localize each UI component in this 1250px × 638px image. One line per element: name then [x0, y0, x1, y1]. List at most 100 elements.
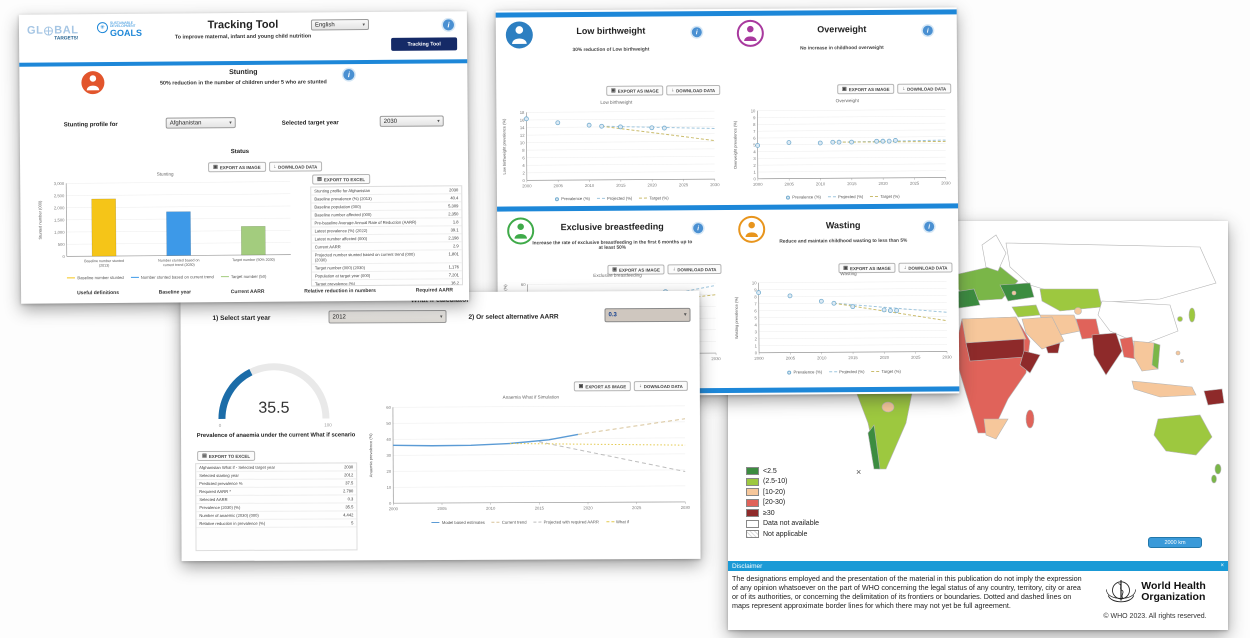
legend-item: Projected (%) — [596, 196, 632, 201]
legend-label: [10-20) — [763, 488, 786, 496]
download-data-button[interactable]: ↓ DOWNLOAD DATA — [897, 83, 952, 94]
svg-text:7: 7 — [753, 129, 756, 134]
footer-link[interactable]: Useful definitions — [77, 289, 120, 297]
map-legend-item: Data not available — [746, 519, 819, 528]
legend-swatch — [746, 519, 759, 528]
disclaimer-close-icon[interactable]: × — [1220, 563, 1224, 569]
svg-text:2005: 2005 — [786, 356, 796, 361]
legend-item: Target (%) — [639, 195, 669, 201]
svg-text:8: 8 — [753, 122, 756, 127]
export-image-button[interactable]: ▣ EXPORT AS IMAGE — [837, 83, 895, 95]
legend-close-icon[interactable]: × — [856, 467, 862, 477]
footer-link[interactable]: Baseline year — [158, 289, 192, 296]
page-subtitle: To improve maternal, infant and young ch… — [174, 33, 312, 41]
svg-text:2030: 2030 — [681, 505, 691, 510]
section-title: Overweight — [817, 24, 867, 35]
country-select[interactable]: Afghanistan ▾ — [165, 117, 236, 129]
svg-text:0: 0 — [219, 423, 222, 428]
legend-marker — [787, 370, 792, 375]
info-icon[interactable]: i — [691, 27, 702, 38]
map-legend-item: ≥30 — [746, 509, 819, 517]
stunting-data-table: Stunting profile for Afghanistan 2030 Base… — [310, 185, 464, 287]
wasting-chart[interactable]: 0 1 2 3 4 5 6 7 8 9 10 2000 2005 2010 2015 2020 2025 2030… — [733, 276, 956, 368]
svg-text:0: 0 — [62, 254, 65, 259]
alt-aarr-label: 2) Or select alternative AARR — [468, 313, 559, 321]
svg-text:0: 0 — [753, 176, 756, 181]
svg-text:0: 0 — [389, 501, 392, 506]
legend-marker — [555, 197, 560, 202]
svg-text:16: 16 — [520, 118, 525, 123]
footer-link[interactable]: Relative reduction in numbers — [304, 287, 376, 295]
low-birthweight-chart[interactable]: 0 2 4 6 8 10 12 14 16 18 2000 2005 2010 2015 2020 2025 2… — [500, 106, 723, 196]
legend-marker — [827, 196, 836, 198]
who-copyright: © WHO 2023. All rights reserved. — [1103, 613, 1207, 620]
legend-label: (2.5-10) — [763, 478, 788, 485]
export-excel-button[interactable]: ▤ EXPORT TO EXCEL — [197, 450, 256, 462]
legend-item: Projected with required AARR — [533, 519, 599, 525]
legend-marker — [533, 521, 542, 523]
image-icon: ▣ — [611, 87, 616, 94]
svg-text:50: 50 — [386, 421, 391, 426]
svg-text:9: 9 — [753, 115, 756, 120]
footer-link[interactable]: Required AARR — [415, 287, 454, 294]
target-year-label: Selected target year — [281, 120, 339, 127]
export-excel-button[interactable]: ▤ EXPORT TO EXCEL — [312, 174, 371, 185]
svg-text:9: 9 — [754, 287, 757, 292]
legend-item: Prevalence (%) — [555, 196, 590, 201]
export-image-button[interactable]: ▣ EXPORT AS IMAGE — [573, 381, 632, 392]
info-icon[interactable]: i — [693, 223, 704, 234]
svg-text:6: 6 — [522, 155, 525, 160]
info-icon[interactable]: i — [924, 221, 935, 232]
info-icon[interactable]: i — [442, 19, 455, 31]
legend-swatch — [746, 530, 759, 538]
legend-item: Number stunted based on current trend — [130, 274, 214, 280]
anaemia-gauge: 35.5 0 100 — [218, 363, 332, 428]
legend-item: What if — [605, 519, 629, 524]
svg-text:18: 18 — [520, 110, 525, 115]
download-data-button[interactable]: ↓ DOWNLOAD DATA — [634, 380, 688, 392]
breastfeeding-icon — [507, 217, 535, 245]
svg-text:2005: 2005 — [554, 183, 564, 188]
svg-text:Stunted number (000): Stunted number (000) — [37, 200, 42, 240]
who-name-line2: Organization — [1141, 591, 1206, 603]
tracking-tool-nav-button[interactable]: Tracking Tool — [391, 37, 458, 51]
legend-marker — [605, 521, 614, 523]
overweight-chart[interactable]: 01 2 3 4 56 7 8 9 10 2000 2005 2010 2015 2020 2025 2030… — [731, 104, 954, 194]
chevron-down-icon: ▾ — [439, 313, 443, 320]
start-year-select[interactable]: 2012 ▾ — [328, 309, 447, 324]
svg-text:2005: 2005 — [785, 182, 795, 187]
download-icon: ↓ — [671, 86, 675, 93]
alt-aarr-select[interactable]: 0.3 ▾ — [604, 307, 691, 323]
sdg-goals-logo: ✳ SUSTAINABLE DEVELOPMENT GOALS — [96, 21, 142, 38]
download-data-button[interactable]: ↓ DOWNLOAD DATA — [666, 85, 721, 96]
section-subtitle: No increase in childhood overweight — [800, 45, 884, 52]
language-select[interactable]: English ▾ — [310, 19, 370, 31]
info-icon[interactable]: i — [343, 69, 355, 81]
svg-text:6: 6 — [754, 308, 757, 313]
map-scale-badge: 2000 km — [1148, 537, 1202, 548]
whatif-table: Afghanistan What if - Selected target ye… — [195, 462, 358, 552]
svg-text:Overweight prevalence (%): Overweight prevalence (%) — [732, 120, 737, 169]
export-image-button[interactable]: ▣ EXPORT AS IMAGE — [606, 85, 664, 96]
svg-text:2030: 2030 — [711, 356, 721, 361]
chart-legend: Prevalence (%) Projected (%) Target (%) — [733, 368, 955, 375]
legend-marker — [596, 198, 605, 200]
svg-text:Target number (50% 2030): Target number (50% 2030) — [232, 258, 275, 262]
stunting-bar-chart[interactable]: 0 500 1,000 1,500 2,000 2,500 3,000 Stunted num… — [36, 177, 297, 275]
legend-label: Not applicable — [763, 530, 808, 538]
legend-item: Projected (%) — [827, 194, 863, 199]
info-icon[interactable]: i — [922, 25, 933, 36]
svg-text:2000: 2000 — [753, 182, 763, 187]
gauge-caption: Prevalence of anaemia under the current … — [196, 432, 356, 440]
target-year-select[interactable]: 2030 ▾ — [379, 115, 444, 127]
disclaimer-text: The designations employed and the presen… — [732, 574, 1082, 610]
svg-text:4: 4 — [754, 322, 757, 327]
svg-text:7: 7 — [754, 301, 757, 306]
target-title: Stunting — [229, 68, 258, 77]
excel-icon: ▤ — [317, 175, 322, 182]
svg-text:40: 40 — [386, 437, 391, 442]
chart-legend: Prevalence (%) Projected (%) Target (%) — [501, 195, 723, 202]
footer-link[interactable]: Current AARR — [230, 288, 265, 296]
